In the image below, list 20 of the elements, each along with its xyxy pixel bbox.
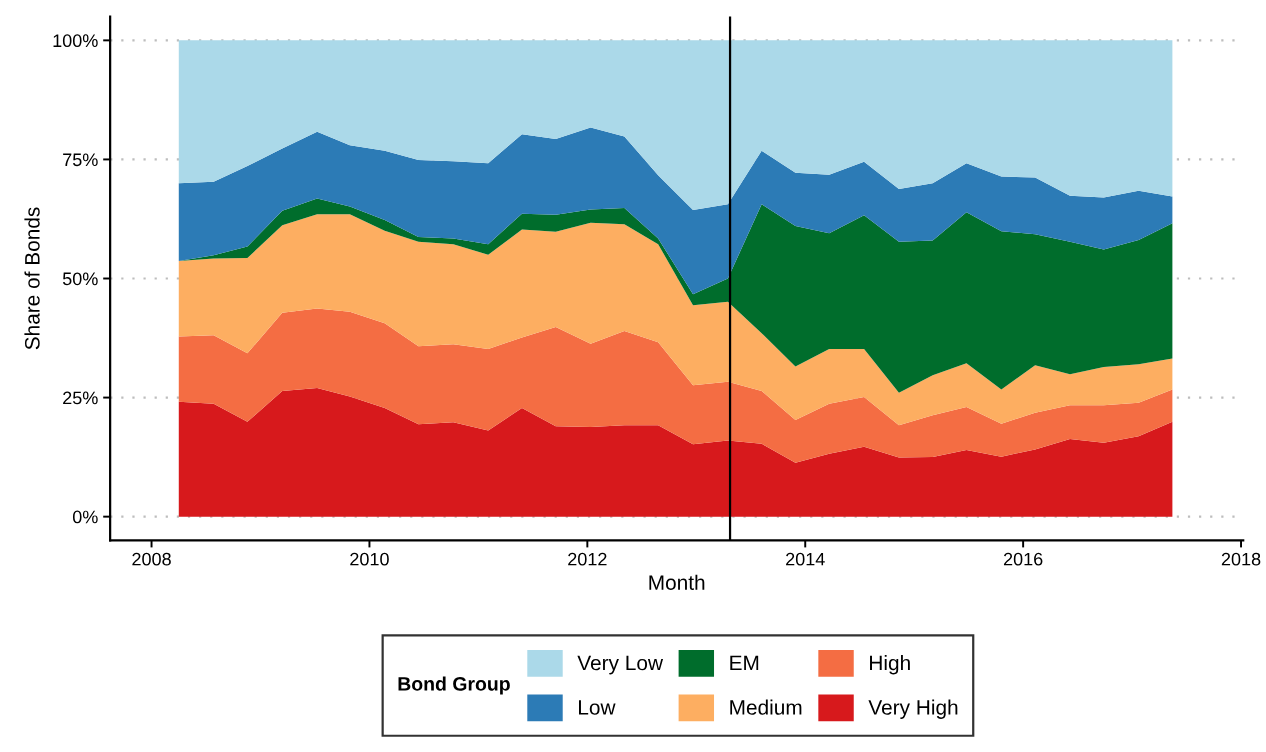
x-tick-label: 2018	[1221, 552, 1261, 566]
x-tick-label: 2014	[786, 552, 825, 566]
x-tick-label: 2016	[1003, 552, 1043, 566]
x-tick-label: 2010	[350, 552, 389, 566]
x-axis-title: Month	[649, 574, 705, 590]
y-axis-title: Share of Bonds	[24, 207, 40, 350]
x-tick-label: 2012	[568, 552, 607, 566]
legend-label: Low	[579, 700, 616, 715]
legend-label: Very High	[868, 699, 958, 719]
legend-label: EM	[730, 655, 759, 671]
legend-label: Very Low	[577, 655, 664, 675]
y-tick-label: 50%	[62, 272, 98, 286]
legend-label: High	[870, 655, 910, 675]
y-tick-label: 100%	[53, 34, 98, 48]
y-tick-label: 25%	[63, 391, 98, 405]
y-tick-label: 75%	[63, 153, 98, 167]
y-tick-label: 0%	[72, 510, 98, 524]
legend-title: Bond Group	[398, 676, 510, 695]
legend-label: Medium	[730, 699, 802, 715]
x-tick-label: 2008	[132, 552, 171, 566]
